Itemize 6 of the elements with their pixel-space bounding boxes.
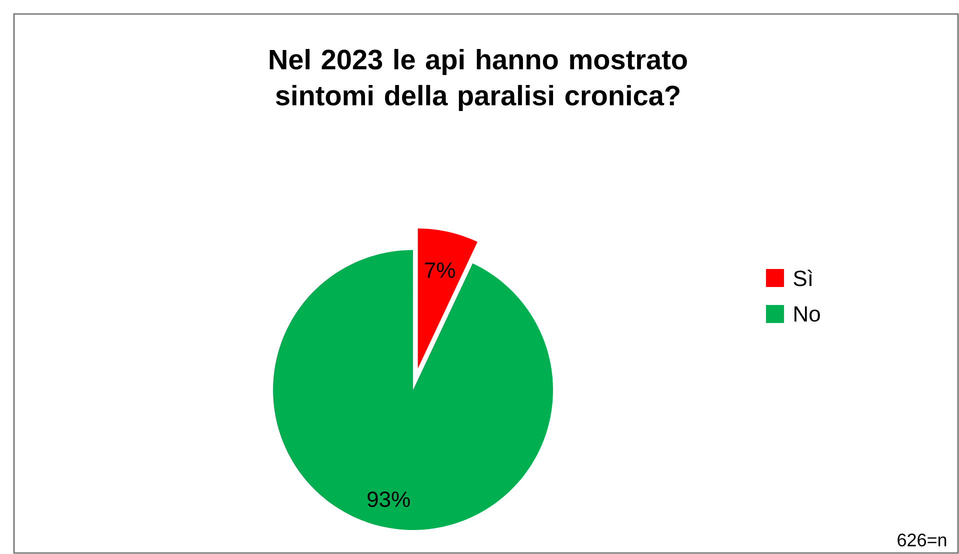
legend-label: Sì — [794, 270, 812, 286]
data-label: 7% — [425, 262, 455, 278]
text: 626=n — [898, 534, 946, 546]
chart-title: Nel 2023 le api hanno mostrato sintomi della paralisi cronica? — [270, 48, 687, 112]
legend-label: No — [794, 306, 820, 322]
data-label: 93% — [368, 492, 410, 508]
